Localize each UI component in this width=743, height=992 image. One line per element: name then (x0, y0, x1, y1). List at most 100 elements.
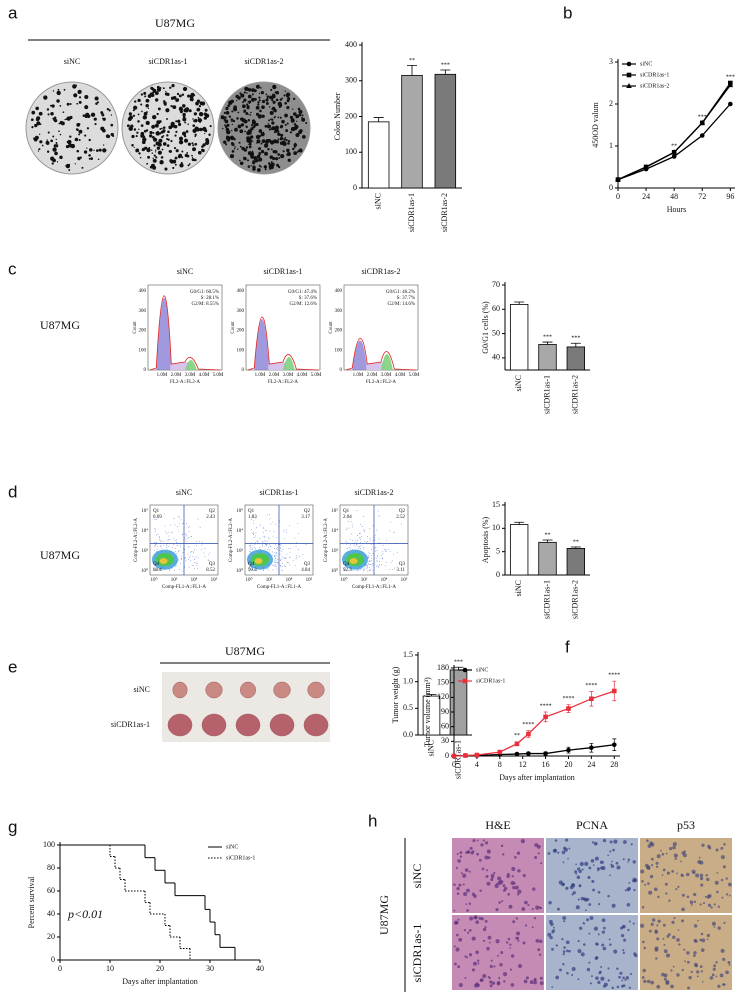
colony (147, 155, 151, 159)
nucleus (502, 972, 508, 977)
nucleus (690, 904, 693, 906)
event (280, 565, 282, 567)
nucleus (607, 967, 610, 970)
colony (162, 126, 166, 129)
colony (52, 147, 57, 152)
nucleus (468, 953, 473, 957)
colony (149, 134, 153, 138)
nucleus (565, 886, 569, 890)
event (254, 546, 256, 548)
event (193, 558, 195, 560)
nucleus (563, 920, 566, 923)
colony (38, 148, 41, 151)
colony (177, 119, 181, 123)
nucleus (699, 876, 704, 881)
colony (229, 154, 235, 159)
nucleus (559, 968, 562, 972)
colony (283, 94, 286, 97)
event (295, 545, 297, 547)
event (274, 559, 276, 561)
event (154, 519, 156, 521)
colony (143, 111, 148, 116)
event (263, 540, 265, 541)
event (358, 546, 360, 548)
nucleus (571, 966, 576, 971)
colony (228, 115, 232, 118)
colony (242, 101, 245, 104)
nucleus (596, 943, 599, 946)
colony (175, 120, 178, 123)
event (182, 552, 184, 553)
colony (151, 135, 155, 139)
nucleus (475, 950, 479, 955)
nucleus (632, 860, 636, 864)
flow-y-label: Comp-FL2-A::FL2-A (134, 518, 139, 562)
event (305, 543, 307, 545)
event (345, 569, 347, 571)
nucleus (722, 865, 726, 869)
line (617, 103, 731, 181)
flow-y-tick: 10⁵ (331, 508, 338, 514)
nucleus (595, 956, 599, 959)
legend-label: siCDR1as-1 (476, 678, 505, 684)
event (285, 566, 286, 567)
event (356, 541, 358, 543)
event (188, 566, 190, 568)
tumor (235, 713, 261, 737)
event (161, 540, 162, 542)
event (155, 543, 157, 545)
colony (56, 99, 60, 103)
colony (128, 112, 132, 116)
nucleus (676, 973, 680, 977)
colony (270, 88, 273, 92)
event (290, 556, 292, 558)
y-tick-label: 1.0 (403, 676, 413, 685)
flow-y-tick: 10⁵ (141, 508, 148, 514)
event (174, 540, 176, 542)
nucleus (462, 883, 465, 886)
nucleus (662, 923, 666, 927)
event (251, 519, 252, 521)
colony (263, 143, 269, 148)
colony (292, 108, 294, 110)
colony (305, 122, 308, 124)
colony (145, 120, 150, 125)
colony (187, 94, 191, 98)
nucleus (648, 890, 653, 895)
event (253, 533, 254, 535)
colony (159, 128, 162, 130)
nucleus (485, 841, 489, 845)
colony (102, 117, 104, 120)
nucleus (715, 961, 718, 964)
event (379, 515, 381, 517)
colony (252, 167, 256, 171)
event (174, 569, 176, 571)
event (376, 529, 378, 531)
plate-label: siNC (64, 57, 80, 66)
nucleus (618, 975, 621, 979)
event (269, 518, 271, 520)
event (274, 562, 276, 563)
nucleus (571, 973, 574, 976)
y-tick-label: 80 (47, 863, 55, 872)
colony (101, 113, 105, 117)
hist-x-tick: 5.0M (213, 373, 224, 378)
colony (59, 155, 63, 160)
hist-y-tick: 0 (340, 368, 343, 373)
colony (191, 158, 195, 162)
colony (100, 111, 104, 115)
event (368, 551, 370, 553)
nucleus (625, 976, 629, 980)
colony (133, 105, 138, 110)
nucleus (554, 839, 558, 842)
nucleus (687, 986, 691, 990)
quadrant-name: Q1 (343, 509, 350, 514)
significance: **** (562, 696, 574, 702)
event (184, 549, 186, 550)
bar (367, 121, 390, 189)
x-tick-label: 16 (542, 760, 550, 769)
nucleus (488, 941, 491, 944)
hist-y-tick: 300 (335, 309, 343, 314)
hist-y-label: Count (231, 321, 236, 334)
event (357, 545, 359, 547)
